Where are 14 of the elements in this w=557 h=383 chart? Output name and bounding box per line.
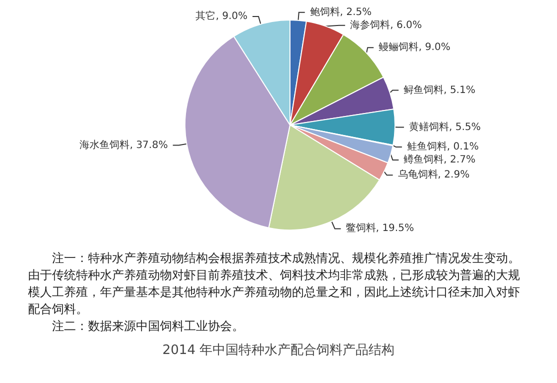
slice-label: 鳗鲡饲料, 9.0% [378, 41, 450, 54]
slice-label: 黄鳝饲料, 5.5% [408, 120, 481, 133]
text: 注二：数据来源中国饲料工业协会。 [51, 318, 245, 335]
slice-label: 海参饲料, 6.0% [350, 18, 422, 31]
slice-label: 鳖饲料, 19.5% [346, 222, 414, 234]
slice-label: 鲟鱼饲料, 5.1% [404, 84, 476, 96]
slice-label: 鲑鱼饲料, 0.1% [406, 140, 479, 153]
text: 2014 年中国特种水产配合饲料产品结构 [161, 342, 396, 359]
slice-label: 乌龟饲料, 2.9% [398, 168, 470, 181]
slice-label: 海水鱼饲料, 37.8% [80, 138, 168, 151]
slice-label: 其它, 9.0% [196, 10, 248, 22]
slice-label: 鲍饲料, 2.5% [310, 6, 372, 18]
slice-label: 鳟鱼饲料, 2.7% [404, 154, 476, 166]
text: 注一：特种水产养殖动物结构会根据养殖技术成熟情况、规模化养殖推广情况发生变动。由于传统特种水产养殖动物对虾目前养殖技术、饲料技术均非常成熟，已形成较为普遍的大规模人工养殖，年产量基本是其他特种水产养殖动物的总量之和，因此上述统计口径未加入对虾配合饲料。 [28, 250, 521, 318]
